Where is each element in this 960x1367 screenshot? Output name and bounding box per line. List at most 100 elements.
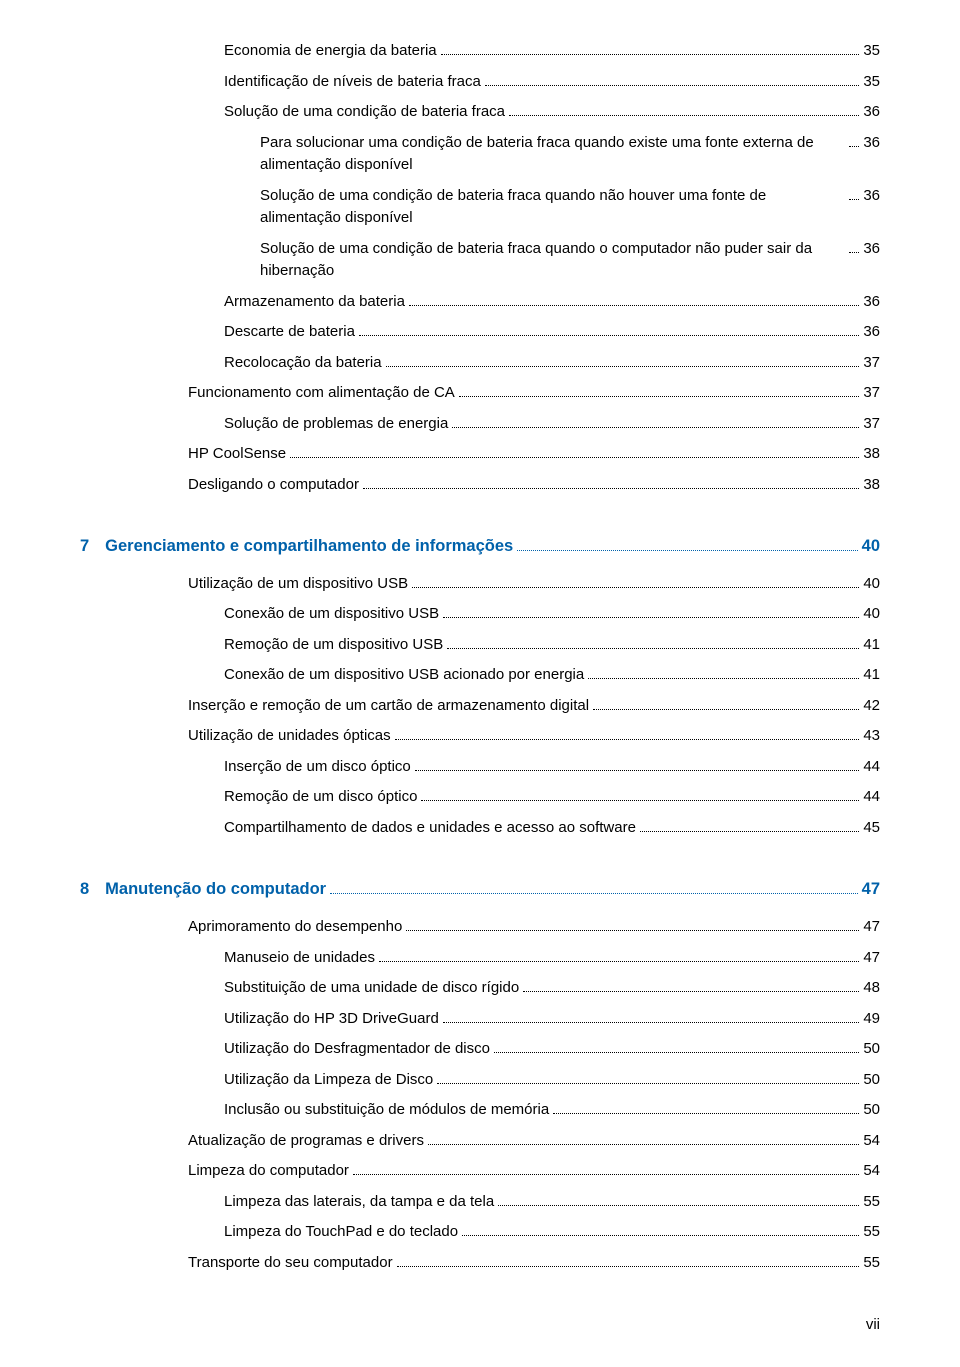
toc-entry[interactable]: Descarte de bateria 36	[80, 321, 880, 344]
dot-leader	[498, 1205, 859, 1206]
dot-leader	[523, 991, 859, 992]
toc-entry[interactable]: Limpeza das laterais, da tampa e da tela…	[80, 1191, 880, 1214]
toc-label: Inclusão ou substituição de módulos de m…	[224, 1099, 549, 1122]
toc-entry[interactable]: Conexão de um dispositivo USB acionado p…	[80, 664, 880, 687]
toc-entry[interactable]: Inclusão ou substituição de módulos de m…	[80, 1099, 880, 1122]
dot-leader	[443, 617, 859, 618]
toc-page-number: 50	[863, 1069, 880, 1092]
toc-page-number: 40	[862, 534, 880, 559]
toc-label: Para solucionar uma condição de bateria …	[260, 132, 845, 177]
toc-entry[interactable]: Utilização da Limpeza de Disco 50	[80, 1069, 880, 1092]
toc-entry[interactable]: Utilização do Desfragmentador de disco 5…	[80, 1038, 880, 1061]
toc-entry[interactable]: Funcionamento com alimentação de CA 37	[80, 382, 880, 405]
toc-entry[interactable]: Solução de uma condição de bateria fraca…	[80, 238, 880, 283]
dot-leader	[353, 1174, 859, 1175]
toc-page-number: 49	[863, 1008, 880, 1031]
toc-page-number: 55	[863, 1191, 880, 1214]
toc-page-number: 55	[863, 1252, 880, 1275]
page-number-footer: vii	[80, 1314, 880, 1337]
toc-entry[interactable]: Transporte do seu computador 55	[80, 1252, 880, 1275]
toc-page-number: 54	[863, 1160, 880, 1183]
toc-entry[interactable]: Limpeza do TouchPad e do teclado 55	[80, 1221, 880, 1244]
toc-page-number: 37	[863, 382, 880, 405]
toc-entry[interactable]: Remoção de um dispositivo USB 41	[80, 634, 880, 657]
dot-leader	[517, 550, 857, 551]
toc-entry[interactable]: Remoção de um disco óptico 44	[80, 786, 880, 809]
toc-entry[interactable]: Identificação de níveis de bateria fraca…	[80, 71, 880, 94]
toc-label: Utilização de um dispositivo USB	[188, 573, 408, 596]
toc-entry[interactable]: Limpeza do computador 54	[80, 1160, 880, 1183]
chapter-number: 7	[80, 534, 96, 559]
dot-leader	[588, 678, 859, 679]
toc-entry[interactable]: Armazenamento da bateria 36	[80, 291, 880, 314]
dot-leader	[459, 396, 860, 397]
toc-entry[interactable]: Manuseio de unidades 47	[80, 947, 880, 970]
toc-entry[interactable]: Inserção e remoção de um cartão de armaz…	[80, 695, 880, 718]
dot-leader	[359, 335, 859, 336]
toc-entry[interactable]: Recolocação da bateria 37	[80, 352, 880, 375]
toc-label: Limpeza das laterais, da tampa e da tela	[224, 1191, 494, 1214]
toc-page-number: 37	[863, 352, 880, 375]
toc-label: Aprimoramento do desempenho	[188, 916, 402, 939]
toc-label: Desligando o computador	[188, 474, 359, 497]
toc-chapter-heading[interactable]: 7 Gerenciamento e compartilhamento de in…	[80, 534, 880, 559]
dot-leader	[395, 739, 860, 740]
toc-entry[interactable]: Conexão de um dispositivo USB 40	[80, 603, 880, 626]
dot-leader	[485, 85, 859, 86]
toc-entry[interactable]: Desligando o computador 38	[80, 474, 880, 497]
toc-page-number: 36	[863, 185, 880, 208]
toc-chapter-heading[interactable]: 8 Manutenção do computador 47	[80, 877, 880, 902]
toc-entry[interactable]: Inserção de um disco óptico 44	[80, 756, 880, 779]
toc-page-number: 35	[863, 71, 880, 94]
toc-page-number: 55	[863, 1221, 880, 1244]
toc-entry[interactable]: Substituição de uma unidade de disco ríg…	[80, 977, 880, 1000]
dot-leader	[447, 648, 859, 649]
toc-label: Compartilhamento de dados e unidades e a…	[224, 817, 636, 840]
toc-page-number: 36	[863, 132, 880, 155]
dot-leader	[462, 1235, 859, 1236]
toc-label: Remoção de um disco óptico	[224, 786, 417, 809]
toc-entry[interactable]: Para solucionar uma condição de bateria …	[80, 132, 880, 177]
toc-entry[interactable]: HP CoolSense 38	[80, 443, 880, 466]
dot-leader	[494, 1052, 859, 1053]
toc-page-number: 38	[863, 443, 880, 466]
toc-label: Solução de uma condição de bateria fraca…	[260, 238, 845, 283]
toc-page-number: 44	[863, 756, 880, 779]
toc-entry[interactable]: Solução de uma condição de bateria fraca…	[80, 185, 880, 230]
dot-leader	[553, 1113, 859, 1114]
toc-page-number: 36	[863, 238, 880, 261]
dot-leader	[379, 961, 859, 962]
dot-leader	[415, 770, 860, 771]
toc-entry[interactable]: Compartilhamento de dados e unidades e a…	[80, 817, 880, 840]
toc-entry[interactable]: Economia de energia da bateria 35	[80, 40, 880, 63]
toc-page-number: 48	[863, 977, 880, 1000]
toc-entry[interactable]: Utilização do HP 3D DriveGuard 49	[80, 1008, 880, 1031]
toc-page-number: 36	[863, 321, 880, 344]
toc-label: Recolocação da bateria	[224, 352, 382, 375]
dot-leader	[452, 427, 859, 428]
toc-page-number: 40	[863, 573, 880, 596]
toc-label: Conexão de um dispositivo USB	[224, 603, 439, 626]
toc-label: Gerenciamento e compartilhamento de info…	[105, 534, 513, 559]
toc-entry[interactable]: Utilização de um dispositivo USB 40	[80, 573, 880, 596]
toc-label: Limpeza do computador	[188, 1160, 349, 1183]
toc-entry[interactable]: Utilização de unidades ópticas 43	[80, 725, 880, 748]
dot-leader	[290, 457, 859, 458]
chapter-number: 8	[80, 877, 96, 902]
toc-entry[interactable]: Atualização de programas e drivers 54	[80, 1130, 880, 1153]
toc-label: Solução de problemas de energia	[224, 413, 448, 436]
toc-label: Substituição de uma unidade de disco ríg…	[224, 977, 519, 1000]
toc-label: HP CoolSense	[188, 443, 286, 466]
dot-leader	[412, 587, 859, 588]
toc-label: Utilização de unidades ópticas	[188, 725, 391, 748]
dot-leader	[849, 252, 859, 253]
toc-entry[interactable]: Solução de problemas de energia 37	[80, 413, 880, 436]
dot-leader	[849, 199, 859, 200]
toc-label: Solução de uma condição de bateria fraca…	[260, 185, 845, 230]
dot-leader	[441, 54, 860, 55]
toc-entry[interactable]: Solução de uma condição de bateria fraca…	[80, 101, 880, 124]
toc-entry[interactable]: Aprimoramento do desempenho 47	[80, 916, 880, 939]
toc-label: Descarte de bateria	[224, 321, 355, 344]
toc-page-number: 40	[863, 603, 880, 626]
toc-page-number: 50	[863, 1038, 880, 1061]
